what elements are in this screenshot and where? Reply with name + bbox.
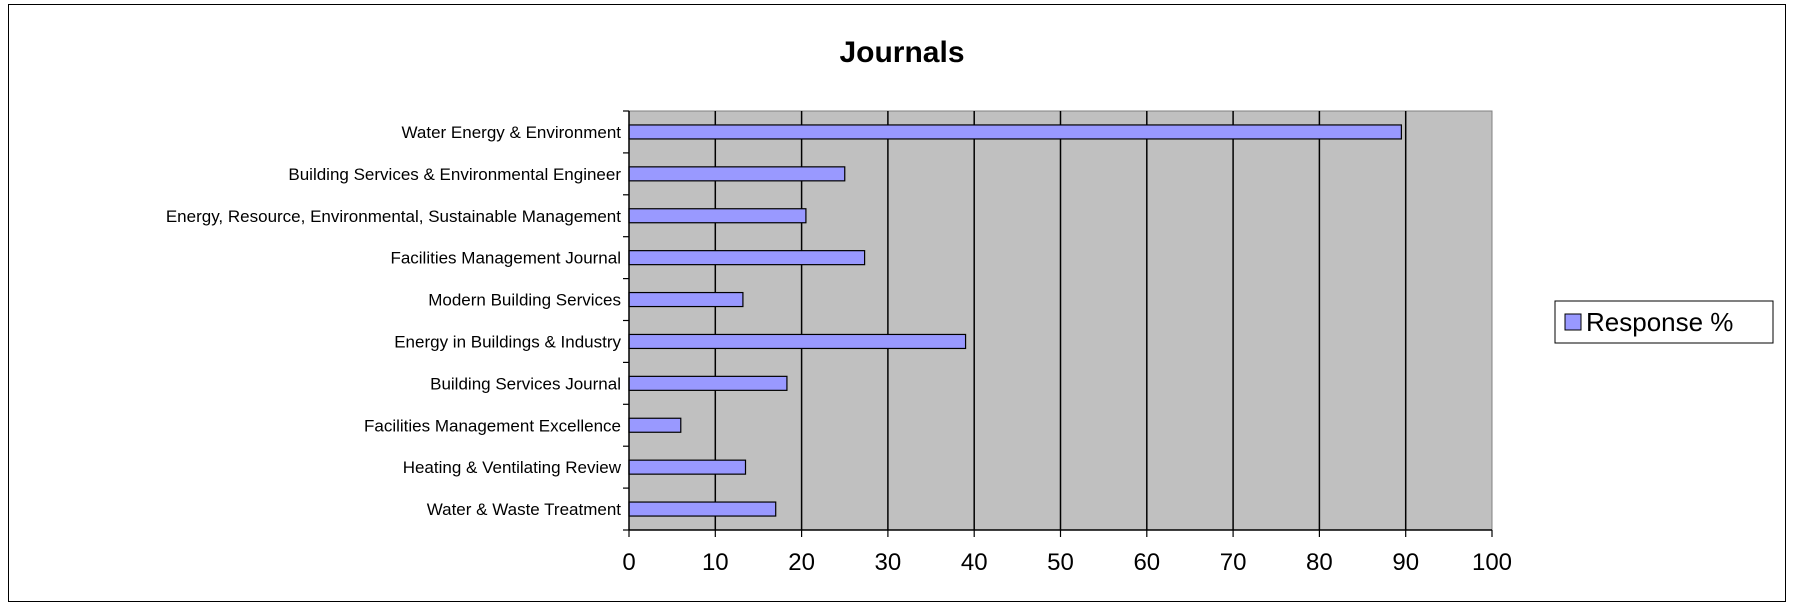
- legend-label: Response %: [1586, 307, 1733, 337]
- category-label: Energy in Buildings & Industry: [394, 332, 621, 351]
- x-tick-label: 20: [788, 549, 815, 576]
- category-label: Energy, Resource, Environmental, Sustain…: [166, 207, 621, 226]
- bar: [628, 124, 1402, 140]
- axes: [623, 110, 1493, 537]
- x-tick-label: 60: [1133, 549, 1160, 576]
- bar: [628, 291, 744, 308]
- legend: Response %: [1554, 300, 1774, 344]
- chart-frame: Journals Water Energy & Environment Build…: [8, 4, 1786, 602]
- bar: [628, 417, 682, 433]
- bar: [628, 250, 866, 266]
- legend-swatch: [1564, 313, 1582, 331]
- category-label: Facilities Management Excellence: [364, 416, 621, 435]
- x-tick-label: 0: [622, 549, 635, 576]
- category-label: Building Services & Environmental Engine…: [288, 165, 621, 184]
- x-tick-label: 40: [961, 549, 988, 576]
- category-label: Water Energy & Environment: [401, 123, 621, 142]
- bar: [628, 459, 747, 475]
- x-tick-label: 70: [1220, 549, 1247, 576]
- bars: [628, 124, 1402, 517]
- category-label: Heating & Ventilating Review: [403, 458, 622, 477]
- category-label: Water & Waste Treatment: [427, 500, 622, 519]
- x-tick-label: 90: [1392, 549, 1419, 576]
- x-tick-label: 100: [1472, 549, 1512, 576]
- bar: [628, 166, 846, 182]
- x-tick-label: 50: [1047, 549, 1074, 576]
- category-label: Modern Building Services: [428, 291, 621, 310]
- bar: [628, 208, 807, 224]
- category-label: Building Services Journal: [430, 374, 621, 393]
- bar: [628, 333, 967, 350]
- chart-title: Journals: [839, 36, 964, 69]
- x-tick-label: 10: [702, 549, 729, 576]
- bar: [628, 501, 777, 517]
- bar: [628, 375, 788, 391]
- x-tick-label: 80: [1306, 549, 1333, 576]
- chart-svg: Journals Water Energy & Environment Build…: [166, 36, 1774, 576]
- x-tick-labels: 0 10 20 30 40 50 60 70 80 90 100: [622, 549, 1512, 576]
- x-tick-label: 30: [875, 549, 902, 576]
- legend-box: [1554, 300, 1774, 344]
- category-labels: Water Energy & Environment Building Servi…: [166, 123, 622, 519]
- category-label: Facilities Management Journal: [390, 249, 621, 268]
